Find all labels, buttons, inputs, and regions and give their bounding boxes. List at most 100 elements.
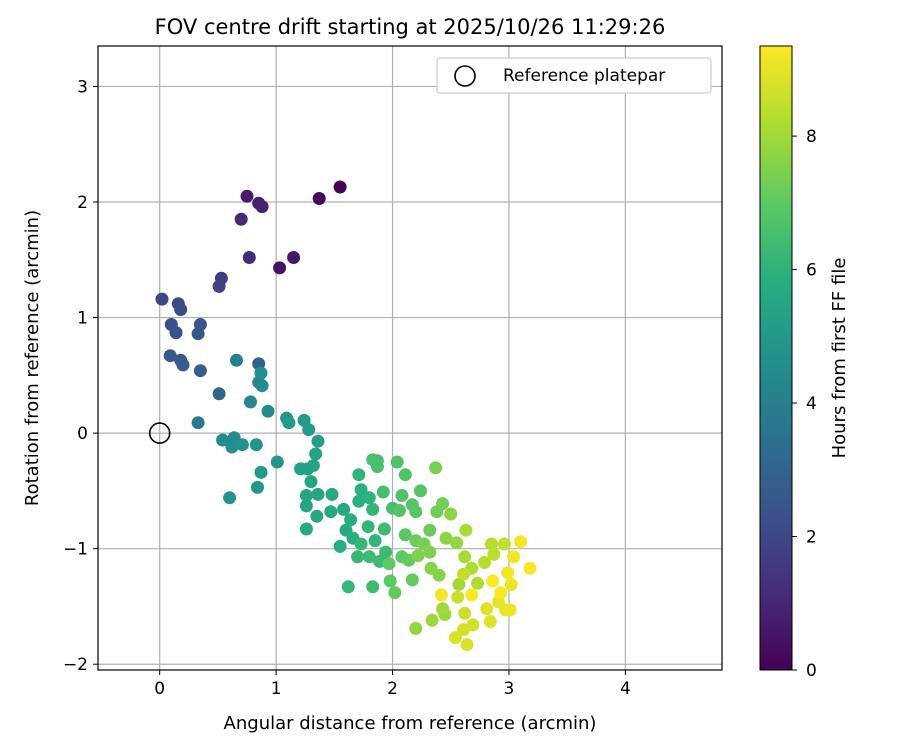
scatter-point — [486, 574, 500, 588]
scatter-point — [299, 489, 313, 502]
scatter-point — [174, 303, 188, 316]
scatter-point — [390, 455, 404, 469]
scatter-point — [193, 364, 207, 378]
scatter-point — [216, 433, 230, 447]
reference-platepar-marker — [148, 422, 171, 444]
scatter-point — [450, 536, 464, 550]
grid-lines — [98, 46, 722, 670]
scatter-point — [398, 468, 412, 482]
scatter-point — [434, 588, 448, 602]
colorbar-tick-label: 6 — [806, 261, 817, 281]
scatter-point — [368, 534, 382, 548]
scatter-point — [282, 416, 296, 430]
scatter-point — [444, 507, 458, 521]
scatter-point — [398, 528, 412, 542]
scatter-point — [324, 505, 338, 519]
scatter-point — [341, 580, 355, 594]
scatter-point — [254, 366, 268, 380]
scatter-point — [333, 539, 347, 553]
y-axis-label: Rotation from reference (arcmin) — [22, 210, 43, 506]
scatter-point — [249, 438, 263, 452]
scatter-point — [344, 513, 358, 527]
scatter-point — [242, 251, 256, 264]
scatter-point — [497, 537, 511, 551]
scatter-point — [382, 557, 396, 571]
scatter-point — [409, 621, 423, 635]
scatter-point — [351, 550, 365, 564]
scatter-point — [388, 586, 402, 600]
scatter-point — [311, 487, 325, 501]
scatter-point — [366, 580, 380, 594]
scatter-point — [299, 522, 313, 536]
scatter-point — [337, 502, 351, 516]
scatter-point — [163, 349, 177, 363]
colorbar-label: Hours from first FF file — [829, 258, 850, 459]
scatter-point — [414, 484, 427, 498]
scatter-point — [377, 522, 391, 536]
scatter-point — [234, 212, 248, 226]
y-axis-ticks: −2 −1 0 1 2 3 — [63, 77, 98, 675]
scatter-point — [212, 279, 226, 293]
scatter-point — [270, 455, 284, 469]
scatter-point — [457, 623, 471, 637]
scatter-point — [432, 568, 446, 582]
scatter-point — [448, 631, 462, 645]
scatter-point — [436, 497, 450, 511]
scatter-point — [507, 550, 521, 564]
scatter-point — [273, 261, 287, 275]
scatter-point — [244, 395, 257, 409]
scatter-point — [352, 494, 366, 508]
x-axis-ticks: 0 1 2 3 4 — [154, 670, 631, 699]
scatter-point — [311, 434, 325, 448]
x-tick-label: 2 — [387, 679, 398, 699]
scatter-point — [333, 180, 347, 194]
scatter-point — [176, 358, 190, 372]
scatter-point — [480, 602, 494, 616]
scatter-point — [439, 531, 453, 545]
scatter-point — [503, 603, 517, 617]
scatter-point — [191, 416, 205, 430]
scatter-point — [302, 423, 316, 437]
x-tick-label: 3 — [504, 679, 515, 699]
scatter-point — [169, 326, 183, 340]
scatter-point — [366, 502, 380, 516]
scatter-point — [409, 505, 423, 519]
scatter-points — [155, 180, 537, 652]
scatter-point — [230, 353, 243, 367]
scatter-point — [429, 461, 443, 475]
scatter-point — [451, 590, 465, 604]
scatter-point — [471, 576, 484, 590]
scatter-point — [352, 468, 366, 482]
scatter-point — [370, 460, 384, 474]
scatter-point — [287, 251, 301, 264]
legend-marker — [454, 65, 476, 87]
scatter-point — [379, 545, 393, 559]
scatter-point — [155, 292, 169, 306]
scatter-point — [436, 602, 450, 616]
scatter-point — [425, 613, 439, 627]
scatter-point — [501, 566, 515, 580]
scatter-point — [423, 523, 437, 537]
y-tick-label: 1 — [77, 309, 88, 329]
scatter-point — [457, 567, 471, 581]
scatter-point — [460, 638, 474, 652]
scatter-point — [255, 200, 269, 214]
scatter-point — [459, 523, 473, 537]
legend: Reference platepar — [436, 57, 712, 94]
scatter-point — [212, 387, 226, 401]
scatter-point — [395, 489, 409, 502]
colorbar — [759, 45, 793, 671]
scatter-point — [261, 404, 275, 418]
scatter-point — [310, 509, 324, 523]
scatter-point — [223, 491, 237, 505]
scatter-point — [362, 550, 376, 564]
scatter-point — [411, 549, 425, 563]
scatter-point — [299, 499, 313, 513]
scatter-point — [458, 606, 472, 620]
x-tick-label: 4 — [620, 679, 631, 699]
y-tick-label: 3 — [77, 77, 88, 97]
scatter-point — [235, 438, 249, 452]
chart-title: FOV centre drift starting at 2025/10/26 … — [155, 15, 666, 39]
colorbar-ticks: 0 2 4 6 8 — [792, 127, 817, 681]
